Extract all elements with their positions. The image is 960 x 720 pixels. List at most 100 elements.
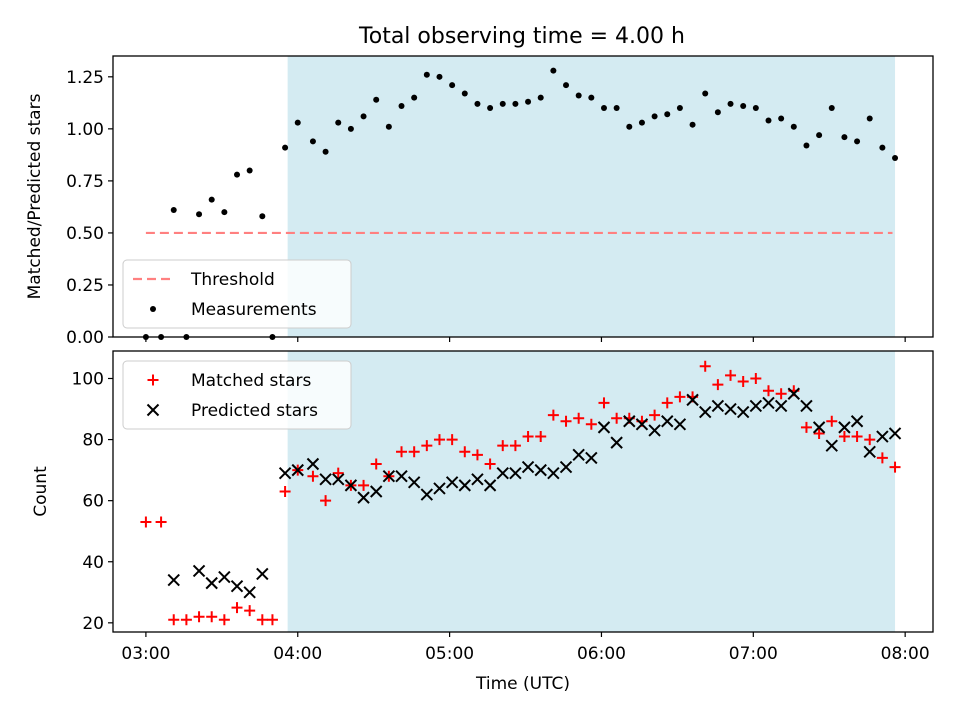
axes-frame (112, 350, 934, 633)
predicted-point (344, 479, 358, 492)
predicted-point (724, 402, 737, 416)
matched-point (446, 434, 458, 446)
measurement-point (676, 105, 683, 112)
predicted-point (306, 457, 320, 471)
measurement-point (385, 123, 392, 130)
measurement-point (664, 111, 671, 118)
legend-label: Threshold (190, 270, 275, 290)
measurement-point (790, 123, 797, 130)
matched-point (649, 409, 661, 421)
matched-point (180, 614, 192, 626)
measurement-point (879, 144, 886, 151)
measurement-point (803, 142, 810, 149)
predicted-point (332, 473, 345, 486)
measurement-point (752, 105, 759, 112)
matched-point (140, 516, 152, 528)
matched-point (484, 458, 496, 470)
measurement-point (613, 105, 620, 112)
measurement-point (196, 211, 203, 218)
measurement-point (816, 132, 823, 139)
predicted-point (433, 482, 446, 495)
x-tick-label: 08:00 (881, 644, 930, 664)
measurement-point (714, 109, 721, 116)
predicted-point (291, 463, 304, 477)
predicted-point (711, 399, 725, 413)
predicted-point (218, 570, 231, 584)
matched-point (876, 452, 888, 464)
matched-point (218, 614, 230, 626)
y-tick-label: 0.00 (66, 328, 104, 348)
predicted-point (243, 586, 256, 599)
measurement-point (499, 100, 506, 107)
predicted-point (673, 418, 687, 431)
measurement-point (487, 105, 494, 112)
x-tick-label: 03:00 (121, 644, 170, 664)
predicted-point (521, 460, 535, 474)
matched-point (231, 602, 243, 614)
predicted-point (471, 473, 484, 486)
predicted-point (825, 439, 838, 452)
measurement-point (550, 67, 557, 74)
observing-window-shade (287, 56, 896, 337)
measurement-point (727, 100, 734, 107)
matched-point (320, 495, 332, 507)
measurement-point (373, 96, 380, 103)
predicted-point (458, 479, 471, 492)
predicted-point (572, 448, 585, 462)
matched-point (244, 605, 256, 617)
matched-point (370, 458, 382, 470)
matched-point (674, 391, 686, 403)
predicted-point (585, 451, 598, 465)
series-measurements (142, 67, 899, 340)
matched-point (471, 449, 483, 461)
measurement-point (638, 119, 645, 126)
predicted-point (192, 564, 206, 578)
y-tick-label: 60 (82, 492, 104, 512)
measurement-point (347, 125, 354, 132)
matched-point (193, 611, 205, 623)
measurement-point (322, 148, 329, 155)
matched-point (332, 467, 344, 479)
measurement-point (246, 167, 253, 174)
predicted-point (787, 387, 801, 400)
predicted-point (382, 470, 396, 483)
measurement-point (651, 113, 658, 120)
matched-point (266, 614, 278, 626)
measurement-point (282, 144, 289, 151)
predicted-point (597, 421, 611, 434)
predicted-point (370, 485, 383, 498)
measurement-point (866, 115, 873, 122)
predicted-point (610, 436, 623, 449)
legend-box (122, 360, 352, 430)
matched-point (547, 409, 559, 421)
predicted-point (420, 488, 434, 501)
matched-point (279, 486, 291, 497)
matched-point (155, 516, 167, 528)
measurement-point (575, 92, 582, 99)
legend-matched-swatch (147, 374, 159, 386)
predicted-point (838, 421, 851, 434)
measurement-point (461, 90, 468, 97)
measurement-point (360, 113, 367, 120)
matched-point (762, 385, 774, 397)
matched-point (459, 446, 471, 458)
predicted-point (774, 399, 788, 413)
x-tick-label: 05:00 (425, 644, 474, 664)
measurement-point (294, 119, 301, 126)
matched-point (535, 431, 547, 443)
matched-point (168, 614, 180, 626)
measurement-point (765, 117, 772, 124)
matched-point (775, 388, 787, 400)
measurement-point (221, 209, 228, 216)
top-panel: 0.00 0.25 0.50 0.75 1.00 1.25 Matched/Predicte… (25, 55, 934, 348)
x-tick-label: 06:00 (577, 644, 626, 664)
x-tick-label: 04:00 (273, 644, 322, 664)
x-axis-label: Time (UTC) (475, 674, 570, 694)
figure-title: Total observing time = 4.00 h (358, 24, 685, 49)
matched-point (750, 372, 762, 384)
matched-point (864, 434, 876, 446)
y-axis-label: Count (31, 466, 51, 517)
predicted-point (559, 460, 573, 474)
matched-point (585, 418, 597, 430)
